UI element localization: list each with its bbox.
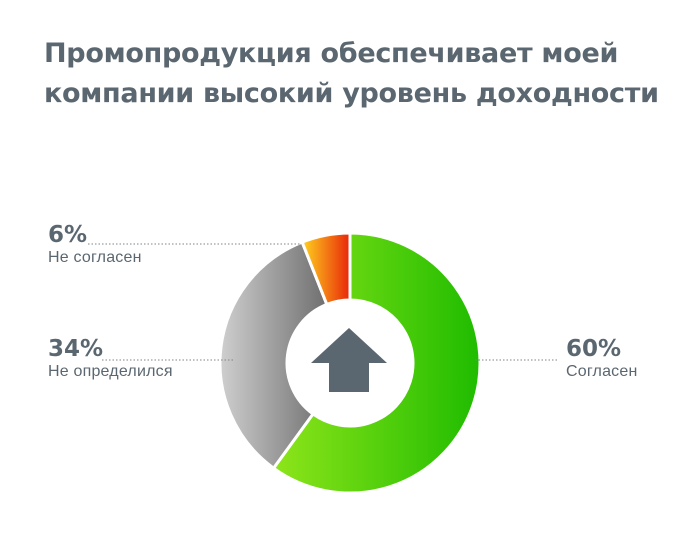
label-undecided: 34% Не определился (48, 336, 173, 382)
value-label-disagree: 6% (48, 222, 88, 248)
category-label-undecided: Не определился (48, 363, 173, 380)
label-agree: 60% Согласен (566, 336, 638, 382)
chart-title: Промопродукция обеспечивает моей компани… (44, 34, 664, 114)
value-label-undecided: 34% (48, 336, 104, 362)
label-disagree: 6% Не согласен (48, 222, 142, 268)
up-arrow-icon (311, 328, 387, 392)
chart-title-line-1: Промопродукция обеспечивает моей (44, 38, 619, 69)
chart-title-line-2: компании высокий уровень доходности (44, 78, 659, 109)
category-label-agree: Согласен (566, 363, 638, 380)
category-label-disagree: Не согласен (48, 249, 142, 266)
slice-disagree (300, 231, 352, 307)
value-label-agree: 60% (566, 336, 622, 362)
slice-agree (271, 231, 482, 495)
slice-undecided (218, 240, 329, 471)
